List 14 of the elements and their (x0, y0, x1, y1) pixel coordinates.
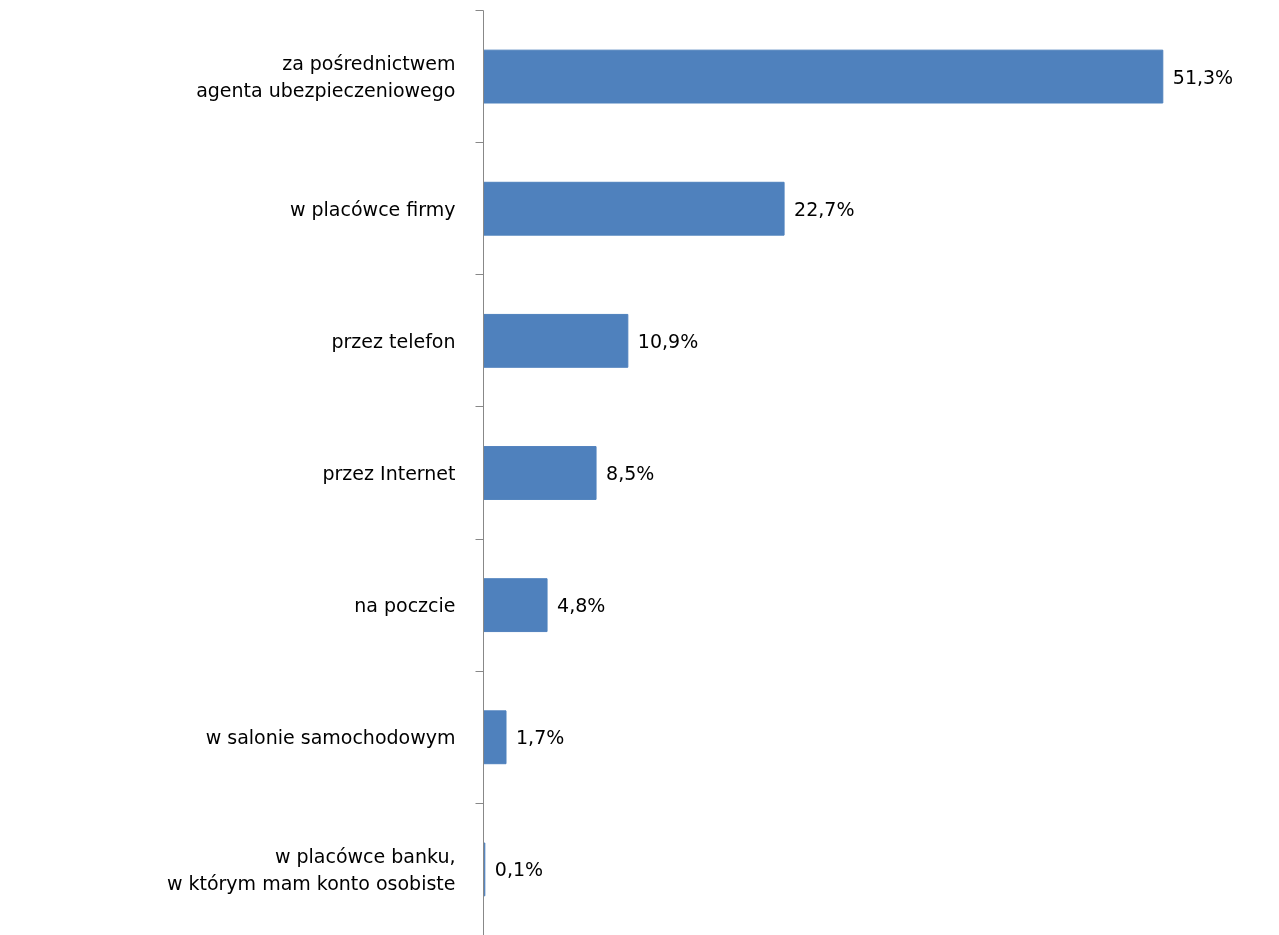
data-label: 51,3% (1172, 65, 1234, 88)
data-label: 8,5% (606, 462, 655, 484)
y-tick-label: na poczcie (354, 594, 456, 617)
y-tick-label: za pośrednictwem agenta ubezpieczeniowego (196, 52, 456, 101)
y-tick-label: w salonie samochodowym (205, 726, 456, 749)
y-tick-label: w placówce banku, w którym mam konto osobiste (166, 845, 456, 894)
data-label: 10,9% (637, 329, 699, 352)
y-tick-label: przez telefon (331, 329, 456, 352)
data-label: 0,1% (494, 858, 544, 881)
y-tick-label: przez Internet (322, 462, 456, 484)
data-label: 22,7% (794, 197, 855, 220)
data-label: 4,8% (557, 594, 606, 617)
data-label: 1,7% (516, 726, 565, 749)
y-tick-label: w placówce firmy (289, 197, 456, 220)
